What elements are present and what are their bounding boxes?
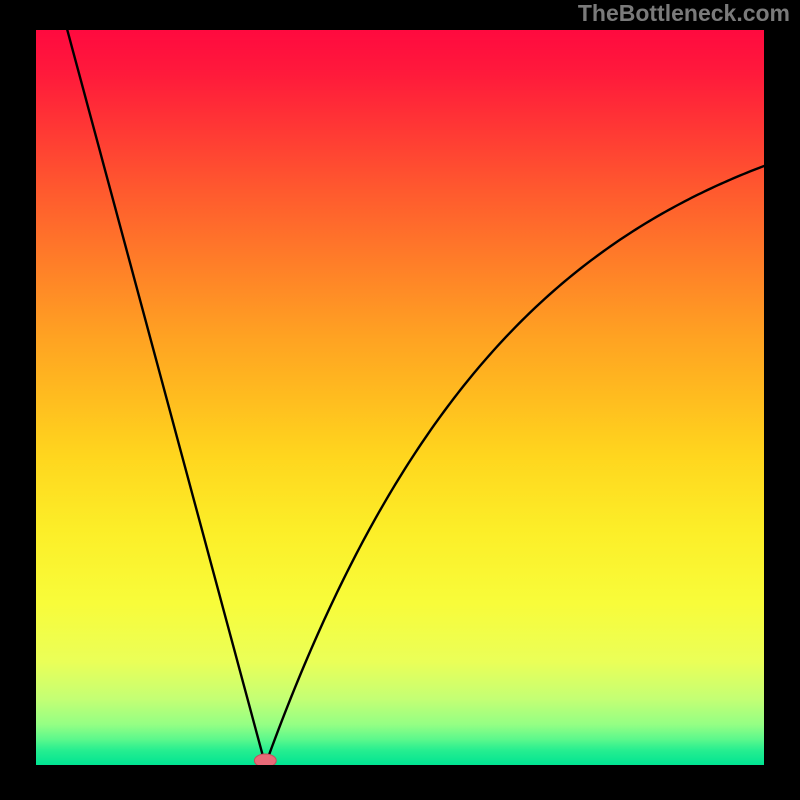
chart-background	[36, 30, 764, 765]
chart-svg	[36, 30, 764, 765]
optimal-point-marker	[254, 754, 276, 765]
watermark-text: TheBottleneck.com	[578, 0, 790, 27]
chart-plot-area	[36, 30, 764, 765]
